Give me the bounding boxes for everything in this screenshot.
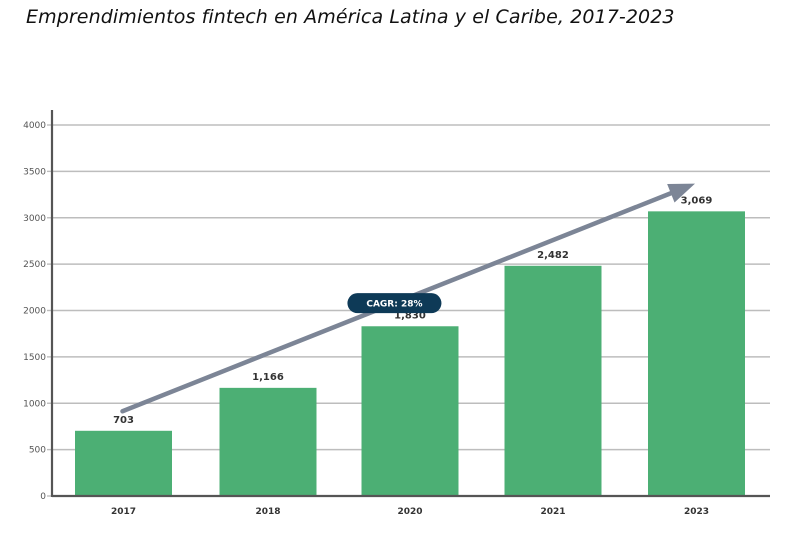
data-label-2017: 703 — [113, 415, 134, 426]
bar-2018 — [219, 387, 317, 496]
data-label-2023: 3,069 — [681, 195, 713, 206]
chart-title: Emprendimientos fintech en América Latin… — [26, 6, 675, 28]
y-tick-label: 3500 — [23, 167, 46, 177]
cagr-badge — [347, 293, 442, 314]
x-tick-label-2020: 2020 — [397, 507, 422, 517]
y-tick-label: 4000 — [23, 121, 46, 131]
trend-arrow-head — [667, 183, 695, 203]
y-tick-label: 1500 — [23, 353, 46, 363]
cagr-badge-label: CAGR: 28% — [366, 300, 422, 310]
x-tick-label-2021: 2021 — [540, 507, 565, 517]
data-label-2018: 1,166 — [252, 372, 284, 383]
y-tick-label: 2500 — [23, 260, 46, 270]
data-label-2020: 1,830 — [394, 310, 426, 321]
y-tick-label: 3000 — [23, 214, 46, 224]
y-tick-label: 2000 — [23, 307, 46, 317]
x-tick-label-2017: 2017 — [111, 507, 136, 517]
bar-2020 — [361, 326, 459, 496]
bar-2017 — [75, 430, 172, 496]
data-label-2021: 2,482 — [537, 250, 569, 261]
y-tick-label: 1000 — [23, 399, 46, 409]
bar-2023 — [648, 211, 745, 496]
y-axis-tick-labels: 0 500 1000 1500 2000 2500 3000 3500 4000 — [23, 121, 46, 502]
annotations: CAGR: 28% — [120, 183, 695, 414]
bars — [75, 211, 745, 496]
x-tick-label-2018: 2018 — [255, 507, 280, 517]
x-tick-label-2023: 2023 — [684, 507, 709, 517]
x-axis-tick-labels: 2017 2018 2020 2021 2023 — [111, 507, 709, 517]
data-labels: 703 1,166 1,830 2,482 3,069 — [113, 195, 712, 425]
bar-2021 — [504, 265, 602, 496]
y-tick-label: 500 — [29, 446, 46, 456]
y-tick-label: 0 — [40, 492, 46, 502]
